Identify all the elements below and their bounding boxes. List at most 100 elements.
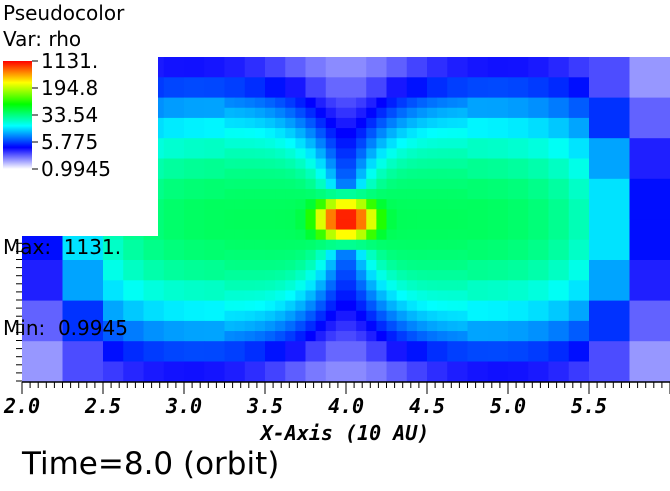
density-cell: [568, 300, 590, 322]
density-cell: [508, 158, 529, 180]
density-cell: [346, 97, 357, 109]
density-cell: [254, 331, 266, 342]
density-cell: [244, 178, 256, 190]
density-cell: [457, 199, 468, 210]
density-cell: [548, 300, 570, 322]
density-cell: [386, 229, 398, 241]
density-cell: [467, 361, 489, 383]
density-cell: [568, 77, 590, 98]
density-cell: [447, 168, 458, 180]
density-cell: [325, 128, 337, 139]
density-cell: [234, 260, 246, 271]
density-cell: [396, 300, 408, 312]
density-cell: [427, 107, 438, 119]
density-cell: [335, 178, 347, 190]
density-cell: [568, 219, 590, 241]
density-cell: [224, 97, 236, 109]
density-cell: [416, 260, 428, 271]
x-tick-label: 2.0: [3, 394, 40, 418]
density-cell: [437, 138, 448, 149]
density-cell: [163, 97, 185, 119]
density-cell: [528, 158, 549, 180]
density-cell: [366, 168, 377, 180]
density-cell: [305, 239, 317, 251]
density-cell: [437, 168, 448, 180]
density-cell: [528, 219, 549, 241]
density-cell: [366, 280, 377, 291]
density-cell: [265, 229, 276, 241]
density-cell: [184, 178, 205, 200]
density-cell: [244, 310, 256, 322]
density-cell: [427, 249, 438, 261]
density-cell: [406, 138, 418, 149]
density-cell: [356, 270, 367, 281]
density-cell: [285, 77, 306, 98]
density-cell: [427, 320, 438, 332]
density-cell: [508, 361, 529, 383]
density-cell: [437, 117, 448, 129]
density-cell: [305, 209, 317, 220]
density-cell: [335, 310, 347, 322]
density-cell: [285, 361, 306, 383]
density-cell: [315, 290, 327, 301]
density-cell: [356, 128, 367, 139]
density-cell: [386, 168, 398, 180]
density-cell: [305, 229, 317, 241]
density-cell: [335, 97, 347, 109]
density-cell: [406, 148, 418, 159]
density-cell: [275, 188, 286, 200]
density-cell: [376, 158, 387, 170]
density-cell: [548, 199, 570, 220]
density-cell: [416, 138, 428, 149]
density-cell: [528, 77, 549, 98]
density-cell: [366, 148, 377, 159]
density-cell: [325, 117, 337, 129]
density-cell: [254, 158, 266, 170]
density-cell: [244, 128, 256, 139]
density-cell: [376, 249, 387, 261]
density-cell: [143, 320, 165, 342]
density-cell: [285, 168, 296, 180]
density-cell: [295, 199, 306, 210]
density-cell: [629, 138, 670, 180]
density-cell: [285, 229, 296, 241]
density-cell: [568, 97, 590, 119]
density-cell: [548, 280, 570, 301]
density-cell: [457, 188, 468, 200]
density-cell: [376, 107, 387, 119]
density-cell: [265, 270, 276, 281]
density-cell: [487, 117, 509, 139]
density-cell: [285, 290, 296, 301]
density-cell: [437, 107, 448, 119]
density-cell: [568, 341, 590, 362]
density-cell: [406, 239, 418, 251]
density-cell: [234, 219, 246, 230]
density-cell: [487, 77, 509, 98]
density-cell: [254, 300, 266, 312]
density-cell: [589, 97, 630, 139]
density-cell: [295, 117, 306, 129]
density-cell: [62, 300, 104, 342]
density-cell: [285, 249, 296, 261]
density-cell: [275, 209, 286, 220]
density-cell: [467, 77, 489, 98]
density-cell: [325, 249, 337, 261]
density-cell: [265, 341, 286, 362]
density-cell: [325, 260, 337, 271]
density-cell: [295, 270, 306, 281]
x-tick-label: 5.0: [490, 394, 526, 418]
density-cell: [376, 97, 387, 109]
density-cell: [396, 97, 408, 109]
density-cell: [427, 341, 448, 362]
density-cell: [184, 97, 205, 119]
density-cell: [487, 239, 509, 261]
density-cell: [275, 148, 286, 159]
density-cell: [275, 219, 286, 230]
legend-max: Max: 1131.: [3, 235, 122, 259]
density-cell: [396, 229, 408, 241]
density-cell: [275, 331, 286, 342]
density-cell: [346, 117, 357, 129]
density-cell: [386, 77, 408, 98]
density-cell: [427, 229, 438, 241]
density-cell: [305, 148, 317, 159]
